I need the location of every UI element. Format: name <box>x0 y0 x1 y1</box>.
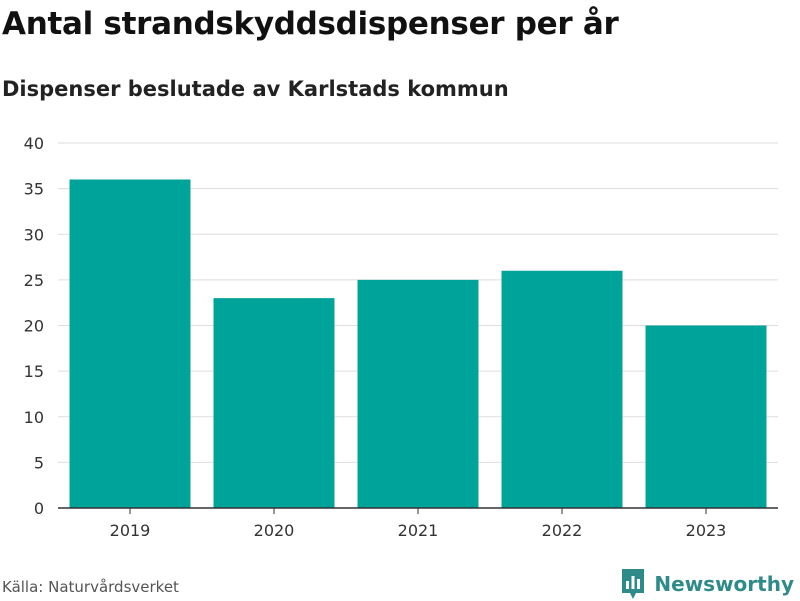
x-tick-label: 2020 <box>254 521 295 540</box>
bar-2022 <box>501 270 623 508</box>
y-tick-label: 30 <box>24 225 44 244</box>
y-tick-label: 5 <box>34 453 44 472</box>
source-note: Källa: Naturvårdsverket <box>2 578 179 596</box>
y-tick-label: 35 <box>24 180 44 199</box>
newsworthy-logo: Newsworthy <box>620 567 794 601</box>
x-tick-label: 2021 <box>398 521 439 540</box>
y-tick-label: 25 <box>24 271 44 290</box>
bar-2019 <box>69 179 191 508</box>
x-tick-label: 2019 <box>110 521 151 540</box>
bar-2021 <box>357 279 479 508</box>
y-tick-label: 15 <box>24 362 44 381</box>
x-tick-label: 2022 <box>542 521 583 540</box>
x-tick-label: 2023 <box>686 521 727 540</box>
y-tick-label: 20 <box>24 317 44 336</box>
bar-2020 <box>213 298 335 508</box>
bar-2023 <box>645 325 767 508</box>
chart-subtitle: Dispenser beslutade av Karlstads kommun <box>2 77 509 101</box>
y-tick-label: 0 <box>34 499 44 518</box>
y-tick-label: 40 <box>24 134 44 153</box>
newsworthy-logo-text: Newsworthy <box>654 572 794 596</box>
newsworthy-logo-icon <box>622 569 645 599</box>
y-tick-label: 10 <box>24 408 44 427</box>
chart-title: Antal strandskyddsdispenser per år <box>2 6 619 42</box>
